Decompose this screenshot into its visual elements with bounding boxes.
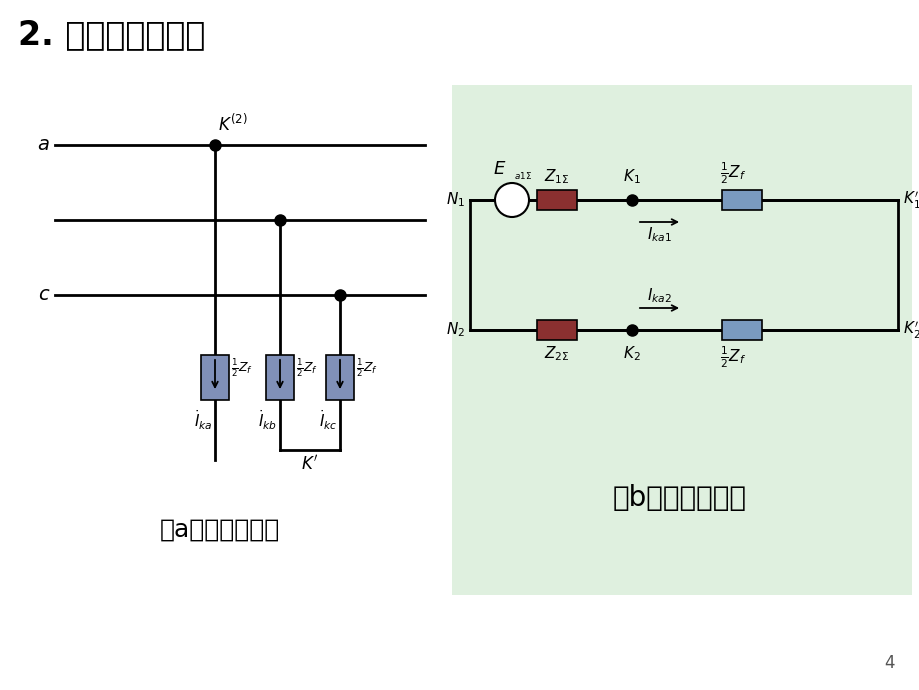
Text: $\dot{I}_{kc}$: $\dot{I}_{kc}$ <box>318 408 337 432</box>
Text: $K_1'$: $K_1'$ <box>902 190 919 210</box>
Text: $I_{ka2}$: $I_{ka2}$ <box>646 286 671 305</box>
Text: $\frac{1}{2}Z_f$: $\frac{1}{2}Z_f$ <box>296 357 318 379</box>
Text: $K_2$: $K_2$ <box>622 344 641 363</box>
Text: $_{a1Σ}$: $_{a1Σ}$ <box>514 169 531 182</box>
Text: $N_2$: $N_2$ <box>446 321 464 339</box>
Bar <box>325 355 354 400</box>
Text: $I_{ka1}$: $I_{ka1}$ <box>646 225 671 244</box>
Bar <box>200 355 229 400</box>
Bar <box>721 320 761 340</box>
Text: （a）系统接线图: （a）系统接线图 <box>160 518 279 542</box>
Text: $\dot{I}_{ka}$: $\dot{I}_{ka}$ <box>194 408 212 432</box>
Text: $\frac{1}{2}Z_f$: $\frac{1}{2}Z_f$ <box>720 344 745 370</box>
Text: $\dot{I}_{kb}$: $\dot{I}_{kb}$ <box>258 408 278 432</box>
Bar <box>266 355 294 400</box>
Text: $\frac{1}{2}Z_f$: $\frac{1}{2}Z_f$ <box>720 161 745 186</box>
Text: 2. 故障点等效变换: 2. 故障点等效变换 <box>18 18 205 51</box>
Text: $\frac{1}{2}Z_f$: $\frac{1}{2}Z_f$ <box>356 357 378 379</box>
Text: $c$: $c$ <box>38 286 50 304</box>
Text: $N_1$: $N_1$ <box>446 190 464 209</box>
Text: $K'$: $K'$ <box>301 455 318 474</box>
Text: $K^{(2)}$: $K^{(2)}$ <box>218 114 247 135</box>
Bar <box>721 190 761 210</box>
Text: （b）复合序网图: （b）复合序网图 <box>612 484 746 512</box>
Bar <box>451 85 911 595</box>
Bar <box>537 320 576 340</box>
Text: $a$: $a$ <box>38 135 50 155</box>
Circle shape <box>494 183 528 217</box>
Text: $Z_{1\Sigma}$: $Z_{1\Sigma}$ <box>544 167 569 186</box>
Text: $\frac{1}{2}Z_f$: $\frac{1}{2}Z_f$ <box>231 357 253 379</box>
Text: $E$: $E$ <box>492 160 505 178</box>
Text: $K_2'$: $K_2'$ <box>902 319 919 341</box>
Text: $K_1$: $K_1$ <box>622 167 641 186</box>
Bar <box>537 190 576 210</box>
Text: $Z_{2\Sigma}$: $Z_{2\Sigma}$ <box>544 344 569 363</box>
Text: 4: 4 <box>883 654 894 672</box>
